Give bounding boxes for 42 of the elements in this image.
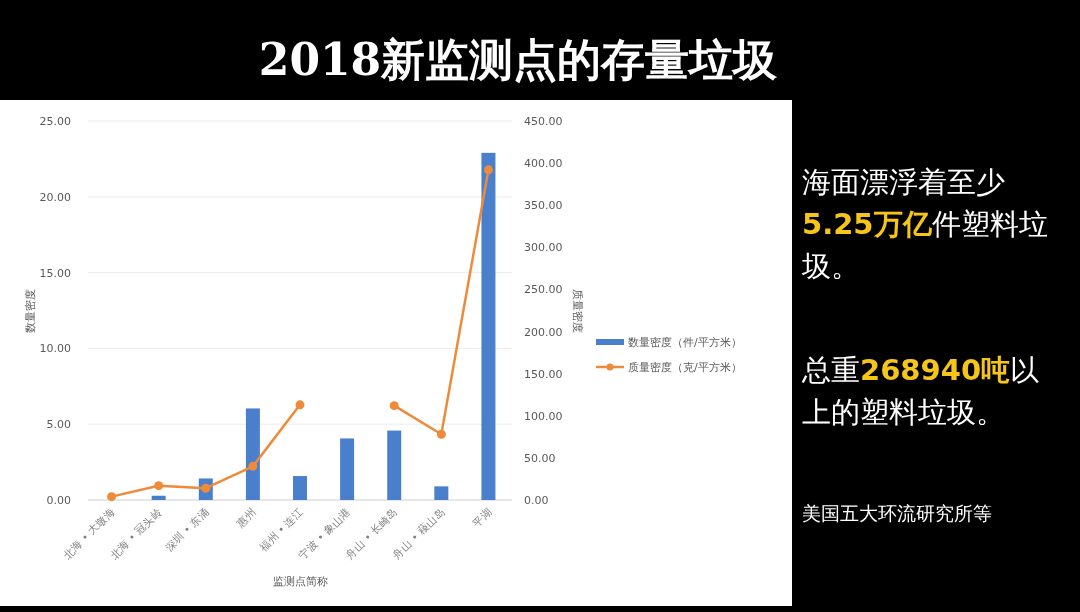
x-tick-label: 平湖 [469, 504, 494, 529]
y2-tick-label: 100.00 [524, 409, 563, 423]
chart-title: 2018新监测点的存量垃圾 [258, 34, 779, 85]
y2-tick-label: 300.00 [524, 241, 563, 255]
bar [481, 152, 496, 500]
point [295, 400, 305, 410]
bar [434, 486, 449, 500]
y-tick-label: 5.00 [46, 418, 71, 432]
x-tick-label: 惠州 [233, 504, 259, 530]
y2-tick-label: 50.00 [524, 451, 556, 465]
bar [387, 430, 402, 500]
y-tick-label: 25.00 [39, 115, 71, 128]
y-tick-label: 0.00 [46, 494, 71, 507]
x-tick-label: 深圳 • 东涌 [162, 504, 212, 554]
y-tick-label: 20.00 [39, 190, 71, 204]
point [154, 481, 164, 491]
legend-label: 质量密度（克/平方米） [628, 361, 742, 374]
y2-tick-label: 0.00 [524, 494, 549, 507]
point [107, 492, 117, 502]
x-axis-title: 监测点简称 [272, 575, 328, 588]
y2-tick-label: 400.00 [524, 157, 563, 171]
y2-tick-label: 450.00 [524, 115, 563, 128]
bar [245, 408, 260, 500]
point [436, 429, 446, 439]
bar [293, 476, 307, 500]
point [483, 165, 493, 175]
y2-tick-label: 350.00 [524, 199, 563, 213]
y-axis-title: 数量密度 [24, 288, 37, 333]
bar [340, 438, 355, 500]
y-tick-label: 15.00 [39, 266, 71, 280]
text: 海面漂浮着至少5.25万亿件塑料垃圾。 [802, 165, 1048, 284]
y2-tick-label: 250.00 [524, 283, 563, 297]
point [389, 401, 399, 411]
point [248, 461, 258, 471]
bar [151, 495, 166, 500]
text: 美国五大环流研究所等 [802, 502, 992, 524]
y2-tick-label: 200.00 [524, 325, 563, 339]
y2-tick-label: 150.00 [524, 367, 563, 381]
y2-axis-title: 质量密度 [571, 288, 584, 333]
text: 总重268940吨以上的塑料垃圾。 [801, 353, 1040, 430]
y-tick-label: 10.00 [39, 342, 71, 356]
legend-label: 数量密度（件/平方米） [628, 336, 742, 349]
